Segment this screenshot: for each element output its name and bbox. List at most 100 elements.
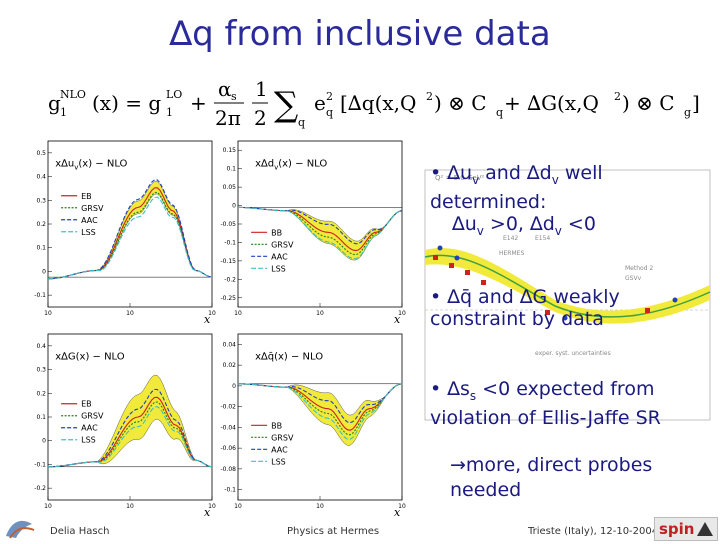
svg-text:α: α xyxy=(218,77,232,101)
y-tick-label: -0.2 xyxy=(224,276,236,283)
x-tick-label: 10 xyxy=(208,310,216,317)
curve-aac xyxy=(237,383,403,424)
curve-aac xyxy=(237,206,403,245)
y-tick-label: -0.02 xyxy=(220,404,236,411)
y-tick-label: 0.3 xyxy=(36,197,46,204)
curve-aac xyxy=(47,179,213,280)
y-tick-label: 0.02 xyxy=(223,362,237,369)
conclusion-note: →more, direct probes needed xyxy=(450,454,653,501)
y-tick-label: 0 xyxy=(42,268,46,275)
y-tick-label: -0.2 xyxy=(34,485,46,492)
y-tick-label: 0.2 xyxy=(36,390,46,397)
plot-delta-qbar: x∆q̄(x) − NLO BB GRSV AAC LSS 0.04 0.02 0 -0.02 -… xyxy=(220,328,410,518)
plot-title: x∆q̄(x) − NLO xyxy=(255,352,323,363)
legend-label: EB xyxy=(81,400,92,409)
plot-title: x∆G(x) − NLO xyxy=(55,352,125,363)
curve-lss xyxy=(237,206,403,260)
svg-text:2π: 2π xyxy=(215,106,241,130)
footer-talk: Physics at Hermes xyxy=(287,526,380,537)
svg-text:2: 2 xyxy=(426,90,433,103)
y-tick-label: 0.3 xyxy=(36,367,46,374)
y-tick-label: 0.04 xyxy=(223,341,237,348)
svg-text:2: 2 xyxy=(326,90,333,103)
svg-text:spin: spin xyxy=(659,520,695,538)
svg-text:2: 2 xyxy=(614,90,621,103)
x-tick-label: 10 xyxy=(44,503,52,510)
y-tick-label: -0.06 xyxy=(220,445,236,452)
y-tick-label: -0.05 xyxy=(220,221,236,228)
bullet-strange: • ∆ss <0 expected from violation of Elli… xyxy=(430,378,661,429)
x-axis-symbol: x xyxy=(394,313,401,325)
curve-grsv xyxy=(47,401,213,468)
x-tick-label: 10 xyxy=(44,310,52,317)
curve-lss xyxy=(237,383,403,440)
svg-text:]: ] xyxy=(692,91,700,115)
bg-gsv-label: GSVv xyxy=(625,275,642,282)
y-tick-label: 0.5 xyxy=(36,150,46,157)
bg-hermes-label: HERMES xyxy=(499,250,524,257)
slide-title: ∆q from inclusive data xyxy=(169,14,551,54)
legend-label: GRSV xyxy=(81,412,104,421)
y-tick-label: 0.1 xyxy=(36,414,46,421)
bullet-valence: • ∆uv and ∆dv well determined: ∆uv >0, ∆… xyxy=(430,162,603,238)
y-tick-label: 0 xyxy=(232,383,236,390)
bg-method-label: Method 2 xyxy=(625,265,653,272)
y-tick-label: -0.1 xyxy=(224,239,236,246)
svg-text:q: q xyxy=(298,116,305,129)
plot-delta-dv: x∆dv(x) − NLO BB GRSV AAC LSS 0.15 0.1 0.05 0 -0.… xyxy=(220,135,410,325)
svg-text:1: 1 xyxy=(255,77,268,101)
y-tick-label: -0.1 xyxy=(34,292,46,299)
plot-delta-g: x∆G(x) − NLO EB GRSV AAC LSS 0.4 0.3 0.2 0.1 0 -0.… xyxy=(30,328,220,518)
svg-text:LO: LO xyxy=(166,88,182,101)
y-tick-label: 0.4 xyxy=(36,174,46,181)
y-tick-label: 0.1 xyxy=(226,166,236,173)
x-tick-label: 10 xyxy=(316,503,324,510)
bullet-sea-gluon: • ∆q̄ and ∆G weakly constraint by data xyxy=(430,286,620,330)
plot-title: x∆uv(x) − NLO xyxy=(55,159,127,172)
y-tick-label: 0.05 xyxy=(223,184,237,191)
legend-label: GRSV xyxy=(271,240,294,249)
x-tick-label: 10 xyxy=(208,503,216,510)
background-g1-plot: Q² = 5.0 GeV² E142 E154 HERMES Method 2 … xyxy=(424,169,711,421)
svg-text:g: g xyxy=(684,106,691,119)
plot-title: x∆dv(x) − NLO xyxy=(255,159,327,172)
y-tick-label: -0.15 xyxy=(220,258,236,265)
bg-uncert-label: exper. syst. uncertainties xyxy=(535,350,611,357)
plot-delta-uv: x∆uv(x) − NLO EB GRSV AAC LSS 0.5 0.4 0.3 0.2 0.1… xyxy=(30,135,220,325)
svg-text:) ⊗ C: ) ⊗ C xyxy=(434,91,487,115)
svg-text:2: 2 xyxy=(254,106,267,130)
legend-label: LSS xyxy=(271,264,286,273)
x-tick-label: 10 xyxy=(126,310,134,317)
y-tick-label: 0 xyxy=(42,438,46,445)
legend-label: LSS xyxy=(81,228,96,237)
formula-g: g xyxy=(48,91,61,115)
legend-label: GRSV xyxy=(81,204,104,213)
y-tick-label: 0.2 xyxy=(36,221,46,228)
y-tick-label: 0 xyxy=(232,203,236,210)
y-tick-label: 0.1 xyxy=(36,245,46,252)
y-tick-label: -0.08 xyxy=(220,466,236,473)
legend-label: LSS xyxy=(271,457,286,466)
hermes-logo-icon xyxy=(6,520,35,539)
svg-text:[∆q(x,Q: [∆q(x,Q xyxy=(340,91,416,115)
curve-lss xyxy=(47,406,213,468)
legend-label: AAC xyxy=(271,252,288,261)
svg-text:q: q xyxy=(496,106,503,119)
svg-text:+ ∆G(x,Q: + ∆G(x,Q xyxy=(504,91,599,115)
bg-q2-label: Q² = 5.0 GeV² xyxy=(435,174,485,182)
bg-e142-label: E142 xyxy=(503,235,518,242)
svg-text:s: s xyxy=(231,90,237,103)
svg-text:+: + xyxy=(190,91,207,115)
y-tick-label: -0.1 xyxy=(34,461,46,468)
x-axis-symbol: x xyxy=(204,313,211,325)
x-tick-label: 10 xyxy=(316,310,324,317)
legend-label: LSS xyxy=(81,436,96,445)
legend-label: BB xyxy=(271,421,282,430)
legend-label: AAC xyxy=(81,424,98,433)
curve-aac xyxy=(47,388,213,468)
y-tick-label: -0.1 xyxy=(224,487,236,494)
svg-text:1: 1 xyxy=(166,106,173,119)
x-axis-symbol: x xyxy=(204,506,211,518)
spin-logo: spin xyxy=(654,517,718,541)
y-tick-label: -0.04 xyxy=(220,424,236,431)
